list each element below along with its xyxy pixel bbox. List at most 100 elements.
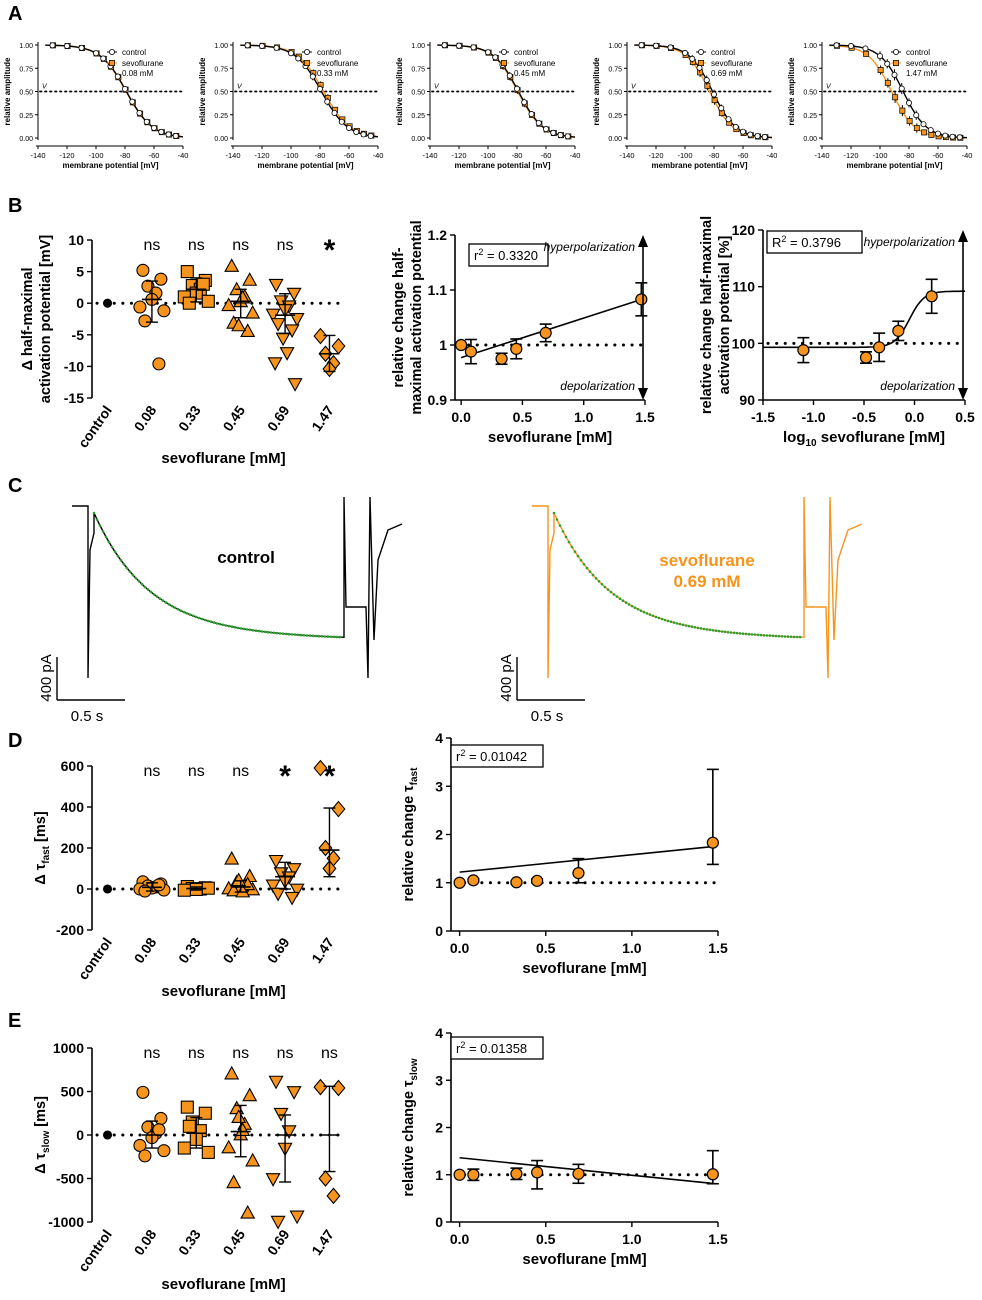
y-axis-label: maximal activation potential [409,220,425,414]
y-label-main: Δ τ [33,863,49,884]
r-squared-symbol: r [456,749,461,764]
control-data-point [956,134,963,141]
x-tick-label: 0.0 [450,940,470,956]
fit-dot [194,615,198,619]
fit-dot [200,617,204,621]
sevo-data-point [231,317,247,332]
r-squared-box [468,243,549,267]
fit-dot [606,588,610,591]
data-point [572,866,585,880]
fit-dot [305,634,309,637]
legend-sevo-label: sevoflurane [317,59,359,68]
fit-line [459,1156,713,1185]
fit-dot [609,590,613,594]
sevo-data-point [240,1204,256,1219]
category-label: 0.08 [131,1226,160,1258]
control-data-point [942,132,949,139]
data-point [797,344,810,357]
fit-dot [738,632,742,635]
sevo-data-point [863,50,870,57]
fit-dot [681,623,685,627]
fit-dot [747,632,751,636]
fit-line [460,298,642,359]
sevo-data-point [152,357,166,371]
significance-label: * [324,234,336,267]
panel-label-e: E [8,1010,21,1032]
legend-control-label: control [317,48,341,57]
sevo-data-point [138,314,152,328]
x-tick-label: 1.0 [622,1231,642,1247]
y-tick-label: -200 [56,922,84,938]
fit-dot [221,623,225,627]
fit-dot [161,599,165,602]
y-tick-label: 500 [61,1084,85,1100]
fit-dot [134,577,138,580]
y-tick-label: 100 [732,335,756,351]
depolarization-label: depolarization [560,379,635,393]
arrow-up-head [638,235,648,247]
r-squared-exponent: 2 [781,234,786,244]
v-half-label: V [237,84,243,91]
y-axis-label: relative amplitude [592,57,601,126]
data-point [510,876,523,889]
control-data-point [338,118,345,125]
sevo-data-point [892,94,899,101]
data-point [572,1167,585,1180]
activation-subplot: 0.00 0.25 0.50 0.75 1.00 -140 -120 -100 -80 -60 -4… [592,42,777,170]
arrow-down-head [958,388,968,400]
fit-dot [798,635,802,639]
fit-dot [314,634,318,638]
control-data-point [935,130,942,137]
fit-dot [630,604,634,608]
fit-dot [164,601,168,604]
fit-dot [266,630,270,634]
sevo-data-point [180,1100,194,1114]
sevo-data-point [284,891,300,906]
x-tick-label: -1.0 [801,409,825,425]
y-tick-label: 0.25 [411,113,425,120]
panel-c-current-traces: 400 pA 0.5 s control 400 pA 0.5 s sevoflurane… [38,496,863,725]
fit-dot [332,635,336,639]
data-point [464,345,478,358]
y-tick-label: 2 [435,1120,443,1136]
significance-label: ns [277,237,294,254]
x-axis-label: sevoflurane [mM] [488,429,612,446]
fit-dot [137,580,141,583]
data-point [455,338,468,352]
y-tick-label: 200 [61,840,85,856]
fit-dot [621,599,625,602]
sevo-data-point [718,110,725,116]
sevo-data-point [267,357,283,371]
fit-dot [696,626,700,630]
panel-label-b: B [8,195,22,217]
y-axis-label: Δ τfast [ms] [33,811,52,885]
significance-label: ns [143,237,160,254]
sevo-data-point [275,332,291,347]
x-tick-label: -140 [422,151,437,160]
x-tick-label: -120 [648,151,663,160]
fit-dot [600,582,604,586]
hyperpolarization-label: hyperpolarization [544,240,636,254]
control-data-point [703,77,710,84]
sevo-data-point [711,97,718,104]
sevo-data-point [318,1170,333,1187]
control-data-point [309,73,316,80]
fit-dot [242,627,246,631]
scalebar-time-label: 0.5 s [531,708,564,725]
y-tick-label: 1.00 [411,43,425,50]
arrow-down-head [638,388,648,400]
control-data-point [913,112,920,119]
fit-dot [564,535,568,539]
fit-dot [227,624,231,628]
r-squared-exponent: 2 [460,1040,465,1050]
fit-dot [167,603,171,606]
legend-sevo-marker [893,60,899,66]
sevo-data-point [270,318,286,332]
x-tick-label: 1.0 [574,409,594,425]
y-label-sub: slow [409,1058,420,1080]
y-axis-label: activation potential [mV] [38,235,54,404]
sevo-data-point [704,82,711,89]
fit-dot [224,624,228,627]
fit-dot [335,635,339,639]
